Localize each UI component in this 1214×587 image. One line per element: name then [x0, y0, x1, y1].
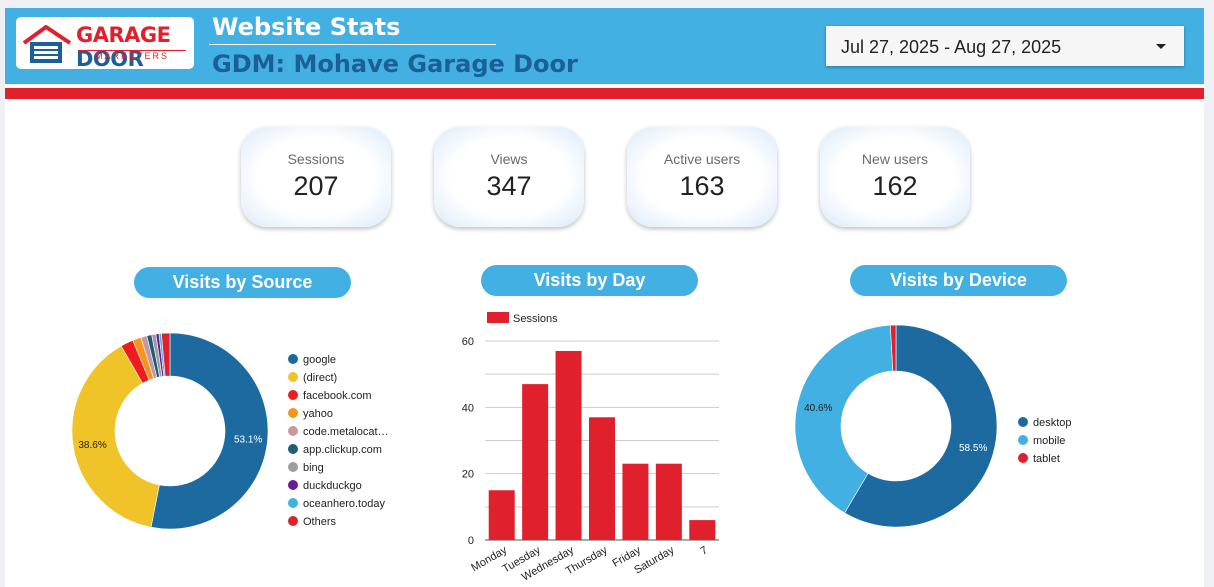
legend-label-app-clickup-com: app.clickup.com	[303, 444, 382, 456]
legend-label-oceanhero-today: oceanhero.today	[303, 498, 385, 510]
bar-thursday	[589, 417, 615, 540]
report-subtitle: GDM: Mohave Garage Door	[212, 50, 578, 78]
scorecard-views: Views 347	[434, 127, 584, 227]
legend-label-facebook-com: facebook.com	[303, 390, 371, 402]
scorecard-active-users: Active users 163	[627, 127, 777, 227]
legend-marker	[288, 516, 298, 526]
legend-marker	[288, 426, 298, 436]
day-chart-title: Visits by Day	[481, 265, 698, 296]
legend-marker	[1018, 417, 1028, 427]
slice-others	[161, 332, 171, 377]
bar-saturday	[655, 463, 682, 540]
scorecard-value: 347	[486, 171, 532, 201]
report-title: Website Stats	[212, 13, 401, 41]
legend-label-yahoo: yahoo	[303, 408, 333, 420]
legend-marker	[288, 390, 298, 400]
date-range-text: Jul 27, 2025 - Aug 27, 2025	[841, 37, 1062, 57]
scorecard-label: Active users	[663, 151, 741, 167]
scorecard-value: 162	[872, 171, 918, 201]
logo-word-door: DOOR	[76, 47, 144, 71]
slice-value-label: 40.6%	[804, 403, 832, 414]
legend-label-direct: (direct)	[303, 372, 337, 384]
legend-label-code-metalocat: code.metalocat…	[303, 426, 389, 438]
slice-value-label: 58.5%	[959, 443, 987, 454]
y-tick-label: 0	[468, 535, 474, 547]
slice-direct	[71, 345, 160, 528]
legend-marker	[288, 408, 298, 418]
source-chart-title: Visits by Source	[134, 267, 351, 298]
legend-label-sessions: Sessions	[513, 313, 558, 325]
legend-marker	[1018, 435, 1028, 445]
legend-marker	[288, 498, 298, 508]
legend-marker	[288, 462, 298, 472]
title-divider	[209, 44, 496, 45]
logo-wordmark: GARAGE DOOR	[76, 23, 194, 71]
legend-label-bing: bing	[303, 462, 324, 474]
date-range-picker[interactable]: Jul 27, 2025 - Aug 27, 2025	[826, 26, 1184, 66]
visits-by-day-chart: Sessions0204060MondayTuesdayWednesdayThu…	[462, 312, 719, 584]
scorecard-value: 207	[293, 171, 339, 201]
accent-divider	[5, 88, 1204, 99]
slice-mobile	[794, 324, 894, 514]
caret-down-icon	[1156, 44, 1166, 49]
logo-subtext: MARKETERS	[78, 50, 186, 61]
garage-house-icon	[22, 25, 72, 63]
legend-label-google: google	[303, 354, 336, 366]
y-tick-label: 40	[462, 402, 474, 414]
logo-word-garage: GARAGE	[76, 23, 171, 47]
x-tick-label: 7	[698, 544, 709, 557]
legend-label-tablet: tablet	[1033, 453, 1060, 465]
scorecard-label: Views	[490, 151, 528, 167]
legend-label-desktop: desktop	[1033, 417, 1072, 429]
visits-by-device-chart: 58.5% 40.6% desktop mobile tablet	[794, 324, 1072, 528]
scorecard-sessions: Sessions 207	[241, 127, 391, 227]
report-page: GARAGE DOOR MARKETERS Website Stats GDM:…	[5, 8, 1204, 587]
slice-desktop	[844, 324, 998, 528]
device-chart-title: Visits by Device	[850, 265, 1067, 296]
legend-label-others: Others	[303, 516, 337, 528]
scorecard-value: 163	[679, 171, 725, 201]
legend-marker	[487, 312, 509, 323]
slice-value-label: 53.1%	[234, 435, 262, 446]
bar-tuesday	[522, 384, 549, 540]
legend-marker	[288, 372, 298, 382]
scorecard-label: Sessions	[287, 151, 345, 167]
bar-7	[689, 520, 716, 540]
bar-monday	[488, 490, 515, 540]
legend-marker	[288, 444, 298, 454]
scorecard-new-users: New users 162	[820, 127, 970, 227]
bar-friday	[622, 463, 649, 540]
slice-google	[150, 332, 269, 530]
scorecard-label: New users	[861, 151, 929, 167]
bar-wednesday	[555, 350, 582, 540]
y-tick-label: 60	[462, 336, 474, 348]
slice-value-label: 38.6%	[78, 440, 106, 451]
header-bar: GARAGE DOOR MARKETERS Website Stats GDM:…	[5, 8, 1204, 84]
visits-by-source-chart: 53.1% 38.6% google (direct) facebook.com yaho…	[71, 332, 389, 530]
slice-tablet	[889, 324, 897, 372]
legend-marker	[288, 354, 298, 364]
legend-marker	[1018, 453, 1028, 463]
company-logo: GARAGE DOOR MARKETERS	[16, 17, 194, 71]
legend-marker	[288, 480, 298, 490]
legend-label-mobile: mobile	[1033, 435, 1065, 447]
y-tick-label: 20	[462, 469, 474, 481]
legend-label-duckduckgo: duckduckgo	[303, 480, 362, 492]
